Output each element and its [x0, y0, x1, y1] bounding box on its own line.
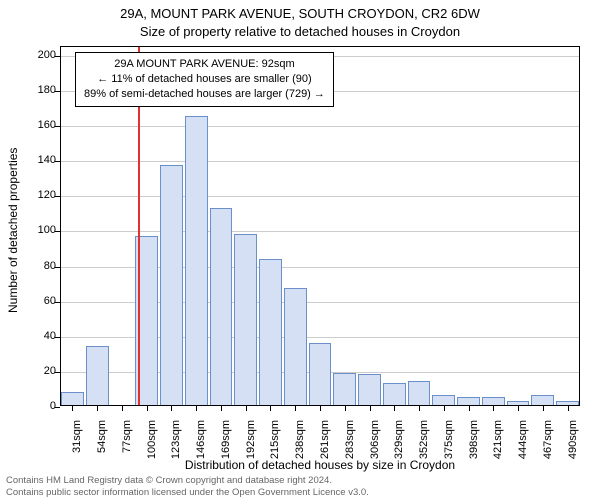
- x-tick-mark: [221, 406, 222, 411]
- histogram-bar: [160, 165, 183, 406]
- x-tick-mark: [469, 406, 470, 411]
- x-tick-label: 467sqm: [542, 420, 554, 480]
- chart-title-line1: 29A, MOUNT PARK AVENUE, SOUTH CROYDON, C…: [0, 6, 600, 21]
- x-tick-label: 421sqm: [492, 420, 504, 480]
- histogram-bar: [234, 234, 257, 406]
- x-tick-mark: [171, 406, 172, 411]
- y-tick-label: 0: [16, 400, 56, 412]
- x-tick-mark: [147, 406, 148, 411]
- annotation-box: 29A MOUNT PARK AVENUE: 92sqm ← 11% of de…: [75, 52, 334, 107]
- x-tick-mark: [270, 406, 271, 411]
- x-tick-mark: [97, 406, 98, 411]
- y-tick-label: 180: [16, 84, 56, 96]
- x-tick-mark: [444, 406, 445, 411]
- x-tick-mark: [370, 406, 371, 411]
- x-tick-label: 352sqm: [418, 420, 430, 480]
- x-tick-label: 77sqm: [121, 420, 133, 480]
- x-tick-mark: [543, 406, 544, 411]
- x-tick-mark: [419, 406, 420, 411]
- x-tick-label: 490sqm: [567, 420, 579, 480]
- y-tick-label: 120: [16, 189, 56, 201]
- histogram-bar: [358, 374, 381, 406]
- y-tick-label: 60: [16, 295, 56, 307]
- x-tick-label: 306sqm: [369, 420, 381, 480]
- histogram-bar: [61, 392, 84, 406]
- y-tick-label: 160: [16, 119, 56, 131]
- y-tick-label: 140: [16, 154, 56, 166]
- attribution-line: Contains HM Land Registry data © Crown c…: [6, 475, 369, 486]
- x-tick-label: 238sqm: [294, 420, 306, 480]
- x-tick-label: 169sqm: [220, 420, 232, 480]
- attribution-line: Contains public sector information licen…: [6, 487, 369, 498]
- annotation-line: 89% of semi-detached houses are larger (…: [84, 87, 325, 102]
- x-tick-label: 398sqm: [468, 420, 480, 480]
- y-axis-line: [60, 47, 61, 406]
- x-tick-mark: [246, 406, 247, 411]
- x-tick-label: 146sqm: [195, 420, 207, 480]
- x-tick-mark: [394, 406, 395, 411]
- x-tick-mark: [345, 406, 346, 411]
- y-tick-label: 100: [16, 224, 56, 236]
- x-tick-label: 261sqm: [319, 420, 331, 480]
- x-tick-label: 329sqm: [393, 420, 405, 480]
- x-tick-label: 375sqm: [443, 420, 455, 480]
- x-tick-mark: [295, 406, 296, 411]
- x-tick-mark: [122, 406, 123, 411]
- histogram-bar: [383, 383, 406, 406]
- x-tick-label: 54sqm: [96, 420, 108, 480]
- y-tick-label: 200: [16, 49, 56, 61]
- x-tick-label: 192sqm: [245, 420, 257, 480]
- x-tick-mark: [493, 406, 494, 411]
- x-tick-mark: [568, 406, 569, 411]
- attribution-text: Contains HM Land Registry data © Crown c…: [6, 475, 369, 498]
- y-tick-label: 40: [16, 330, 56, 342]
- annotation-line: ← 11% of detached houses are smaller (90…: [84, 72, 325, 87]
- y-tick-label: 20: [16, 365, 56, 377]
- y-tick-label: 80: [16, 260, 56, 272]
- histogram-bar: [210, 208, 233, 406]
- histogram-bar: [309, 343, 332, 406]
- histogram-bar: [333, 373, 356, 406]
- x-tick-label: 215sqm: [269, 420, 281, 480]
- annotation-line: 29A MOUNT PARK AVENUE: 92sqm: [84, 57, 325, 72]
- x-tick-mark: [72, 406, 73, 411]
- x-tick-label: 444sqm: [517, 420, 529, 480]
- x-tick-mark: [196, 406, 197, 411]
- histogram-bar: [408, 381, 431, 406]
- histogram-bar: [86, 346, 109, 406]
- histogram-bar: [259, 259, 282, 407]
- histogram-bar: [185, 116, 208, 406]
- x-tick-label: 283sqm: [344, 420, 356, 480]
- x-tick-label: 123sqm: [170, 420, 182, 480]
- x-tick-mark: [320, 406, 321, 411]
- chart-title-line2: Size of property relative to detached ho…: [0, 24, 600, 39]
- x-tick-label: 31sqm: [71, 420, 83, 480]
- x-tick-label: 100sqm: [146, 420, 158, 480]
- x-tick-mark: [518, 406, 519, 411]
- histogram-bar: [284, 288, 307, 406]
